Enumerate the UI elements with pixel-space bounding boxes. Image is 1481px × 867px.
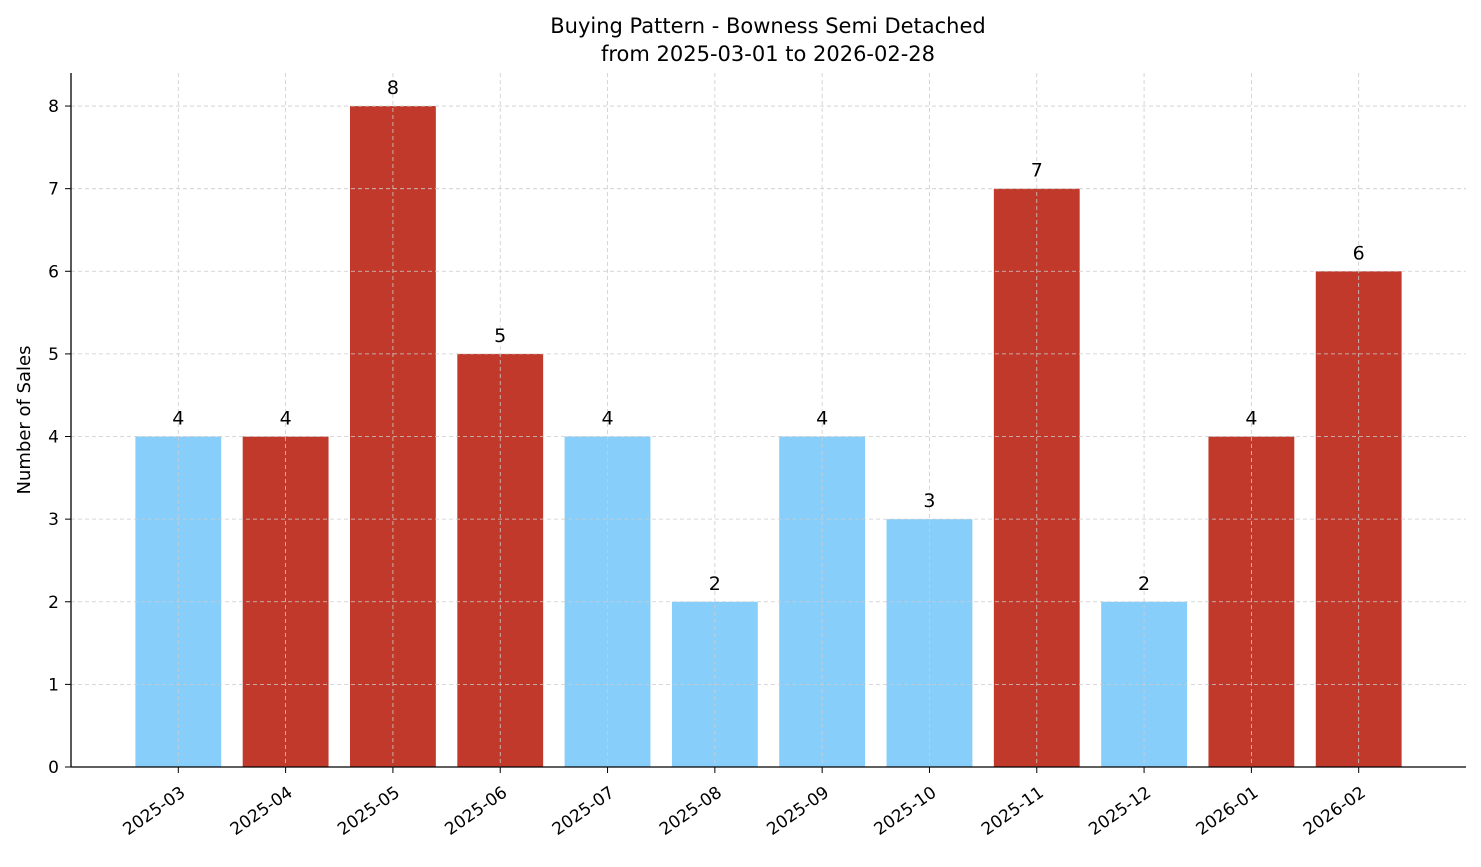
data-label: 4 <box>816 408 828 430</box>
x-tick-label: 2025-11 <box>978 783 1048 840</box>
data-label: 4 <box>280 408 292 430</box>
grid-lines <box>71 73 1466 767</box>
data-label: 3 <box>923 490 935 512</box>
x-tick-label: 2026-01 <box>1193 783 1263 840</box>
y-tick-label: 8 <box>48 97 59 117</box>
x-tick-label: 2026-02 <box>1300 783 1370 840</box>
y-tick-label: 0 <box>48 758 59 778</box>
data-label: 4 <box>172 408 184 430</box>
y-axis-label: Number of Sales <box>14 345 35 494</box>
y-tick-label: 5 <box>48 345 59 365</box>
y-tick-label: 4 <box>48 428 59 448</box>
x-tick-label: 2025-04 <box>227 783 297 840</box>
data-label: 4 <box>1245 408 1257 430</box>
data-label: 2 <box>1138 573 1150 595</box>
x-tick-label: 2025-06 <box>441 783 511 840</box>
y-tick-label: 2 <box>48 593 59 613</box>
data-label: 7 <box>1031 160 1043 182</box>
x-tick-label: 2025-05 <box>334 783 404 840</box>
x-tick-label: 2025-03 <box>120 783 190 840</box>
data-label: 4 <box>601 408 613 430</box>
data-label: 5 <box>494 325 506 347</box>
x-tick-label: 2025-08 <box>656 783 726 840</box>
y-tick-label: 1 <box>48 675 59 695</box>
data-labels: 4 4 8 5 4 2 4 3 7 2 4 6 <box>172 77 1364 595</box>
chart-subtitle: from 2025-03-01 to 2026-02-28 <box>601 42 935 66</box>
x-tick-label: 2025-10 <box>871 783 941 840</box>
y-tick-label: 6 <box>48 262 59 282</box>
data-label: 2 <box>709 573 721 595</box>
data-label: 6 <box>1353 242 1365 264</box>
y-tick-label: 7 <box>48 180 59 200</box>
data-label: 8 <box>387 77 399 99</box>
y-tick-label: 3 <box>48 510 59 530</box>
x-tick-label: 2025-07 <box>549 783 619 840</box>
chart-title: Buying Pattern - Bowness Semi Detached <box>550 14 986 38</box>
bar-2025-11 <box>993 188 1080 767</box>
x-tick-label: 2025-09 <box>763 783 833 840</box>
x-tick-label: 2025-12 <box>1085 783 1155 840</box>
